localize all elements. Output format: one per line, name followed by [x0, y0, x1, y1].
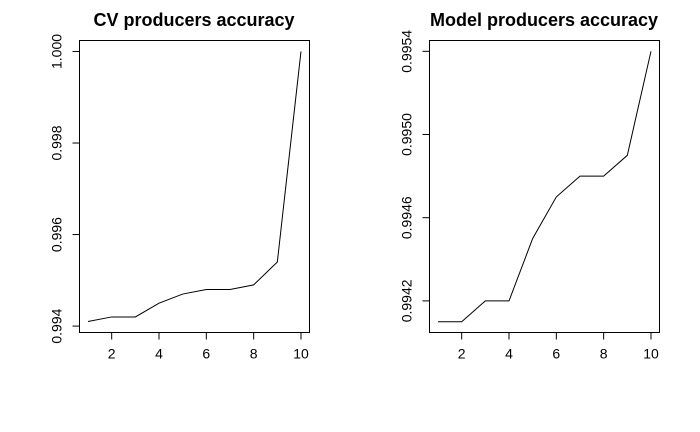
cv-x-tick-label: 4	[155, 346, 163, 362]
model-accuracy-panel: Model producers accuracy 2 4 6 8 10 0.99420.…	[399, 10, 660, 362]
cv-x-axis: 2 4 6 8 10	[108, 332, 309, 362]
cv-x-tick-label: 8	[250, 346, 258, 362]
cv-y-tick-label: 0.996	[49, 217, 65, 252]
model-plot-box	[429, 40, 660, 333]
cv-y-tick-label: 0.998	[49, 125, 65, 160]
model-y-axis: 0.9942 0.9946 0.9950 0.9954	[399, 30, 430, 322]
model-y-tick-label: 0.9942	[399, 279, 415, 322]
cv-series-line	[87, 51, 302, 323]
model-x-tick-label: 6	[552, 346, 560, 362]
cv-plot-box	[79, 40, 310, 333]
cv-accuracy-panel: CV producers accuracy 2 4 6 8 10 0.9940.9960…	[49, 10, 310, 362]
cv-y-axis: 0.994 0.996 0.998 1.000	[49, 34, 80, 344]
cv-y-tick-label: 0.994	[49, 308, 65, 343]
model-x-tick-label: 8	[600, 346, 608, 362]
model-y-tick-label: 0.9950	[399, 113, 415, 156]
cv-x-tick-label: 10	[293, 346, 309, 362]
model-x-tick-label: 4	[505, 346, 513, 362]
model-x-tick-label: 2	[458, 346, 466, 362]
cv-chart-title: CV producers accuracy	[93, 10, 294, 30]
model-x-tick-label: 10	[643, 346, 659, 362]
cv-x-tick-label: 2	[108, 346, 116, 362]
cv-x-tick-label: 6	[202, 346, 210, 362]
model-chart-title: Model producers accuracy	[430, 10, 658, 30]
model-y-tick-label: 0.9946	[399, 196, 415, 239]
cv-y-tick-label: 1.000	[49, 34, 65, 69]
model-x-axis: 2 4 6 8 10	[458, 332, 659, 362]
model-series-line	[438, 51, 652, 323]
model-y-tick-label: 0.9954	[399, 30, 415, 73]
